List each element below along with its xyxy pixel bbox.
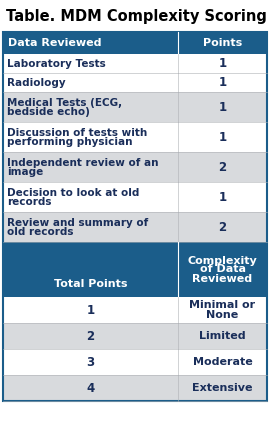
Text: Review and summary of: Review and summary of [7,218,148,227]
Text: Points: Points [203,38,242,48]
Text: None: None [206,309,239,320]
Bar [3,297,267,323]
Text: image: image [7,167,43,176]
Bar [3,182,267,212]
Text: Radiology: Radiology [7,77,66,88]
Bar [3,375,267,401]
Bar [3,92,267,122]
Text: 4: 4 [86,382,94,394]
Text: 1: 1 [218,190,227,204]
Text: 1: 1 [218,57,227,70]
Text: of Data: of Data [200,264,245,275]
Bar [3,32,267,54]
Text: Data Reviewed: Data Reviewed [8,38,102,48]
Bar [3,242,267,297]
Text: Reviewed: Reviewed [193,274,252,283]
Text: Moderate: Moderate [193,357,252,367]
Bar [3,152,267,182]
Bar [3,212,267,242]
Text: Discussion of tests with: Discussion of tests with [7,128,147,138]
Text: Table. MDM Complexity Scoring: Table. MDM Complexity Scoring [6,8,267,23]
Text: 3: 3 [86,355,94,368]
Bar [3,73,267,92]
Text: Laboratory Tests: Laboratory Tests [7,59,106,68]
Bar [3,323,267,349]
Text: Complexity: Complexity [188,255,257,266]
Text: records: records [7,196,52,207]
Text: Medical Tests (ECG,: Medical Tests (ECG, [7,97,122,108]
Bar [3,122,267,152]
Text: Minimal or: Minimal or [190,300,256,311]
Text: old records: old records [7,227,73,236]
Bar [3,349,267,375]
Text: 2: 2 [218,161,227,173]
Text: 1: 1 [218,76,227,89]
Text: Total Points: Total Points [54,279,127,289]
Text: Limited: Limited [199,331,246,341]
Text: 2: 2 [218,221,227,233]
Text: 1: 1 [218,130,227,144]
Text: Extensive: Extensive [192,383,253,393]
Text: 1: 1 [86,303,94,317]
Text: Independent review of an: Independent review of an [7,158,158,167]
Text: 2: 2 [86,329,94,343]
Bar [3,54,267,73]
Text: bedside echo): bedside echo) [7,107,90,116]
Text: 1: 1 [218,100,227,113]
Text: performing physician: performing physician [7,136,133,147]
Bar [3,32,267,401]
Text: Decision to look at old: Decision to look at old [7,187,139,198]
